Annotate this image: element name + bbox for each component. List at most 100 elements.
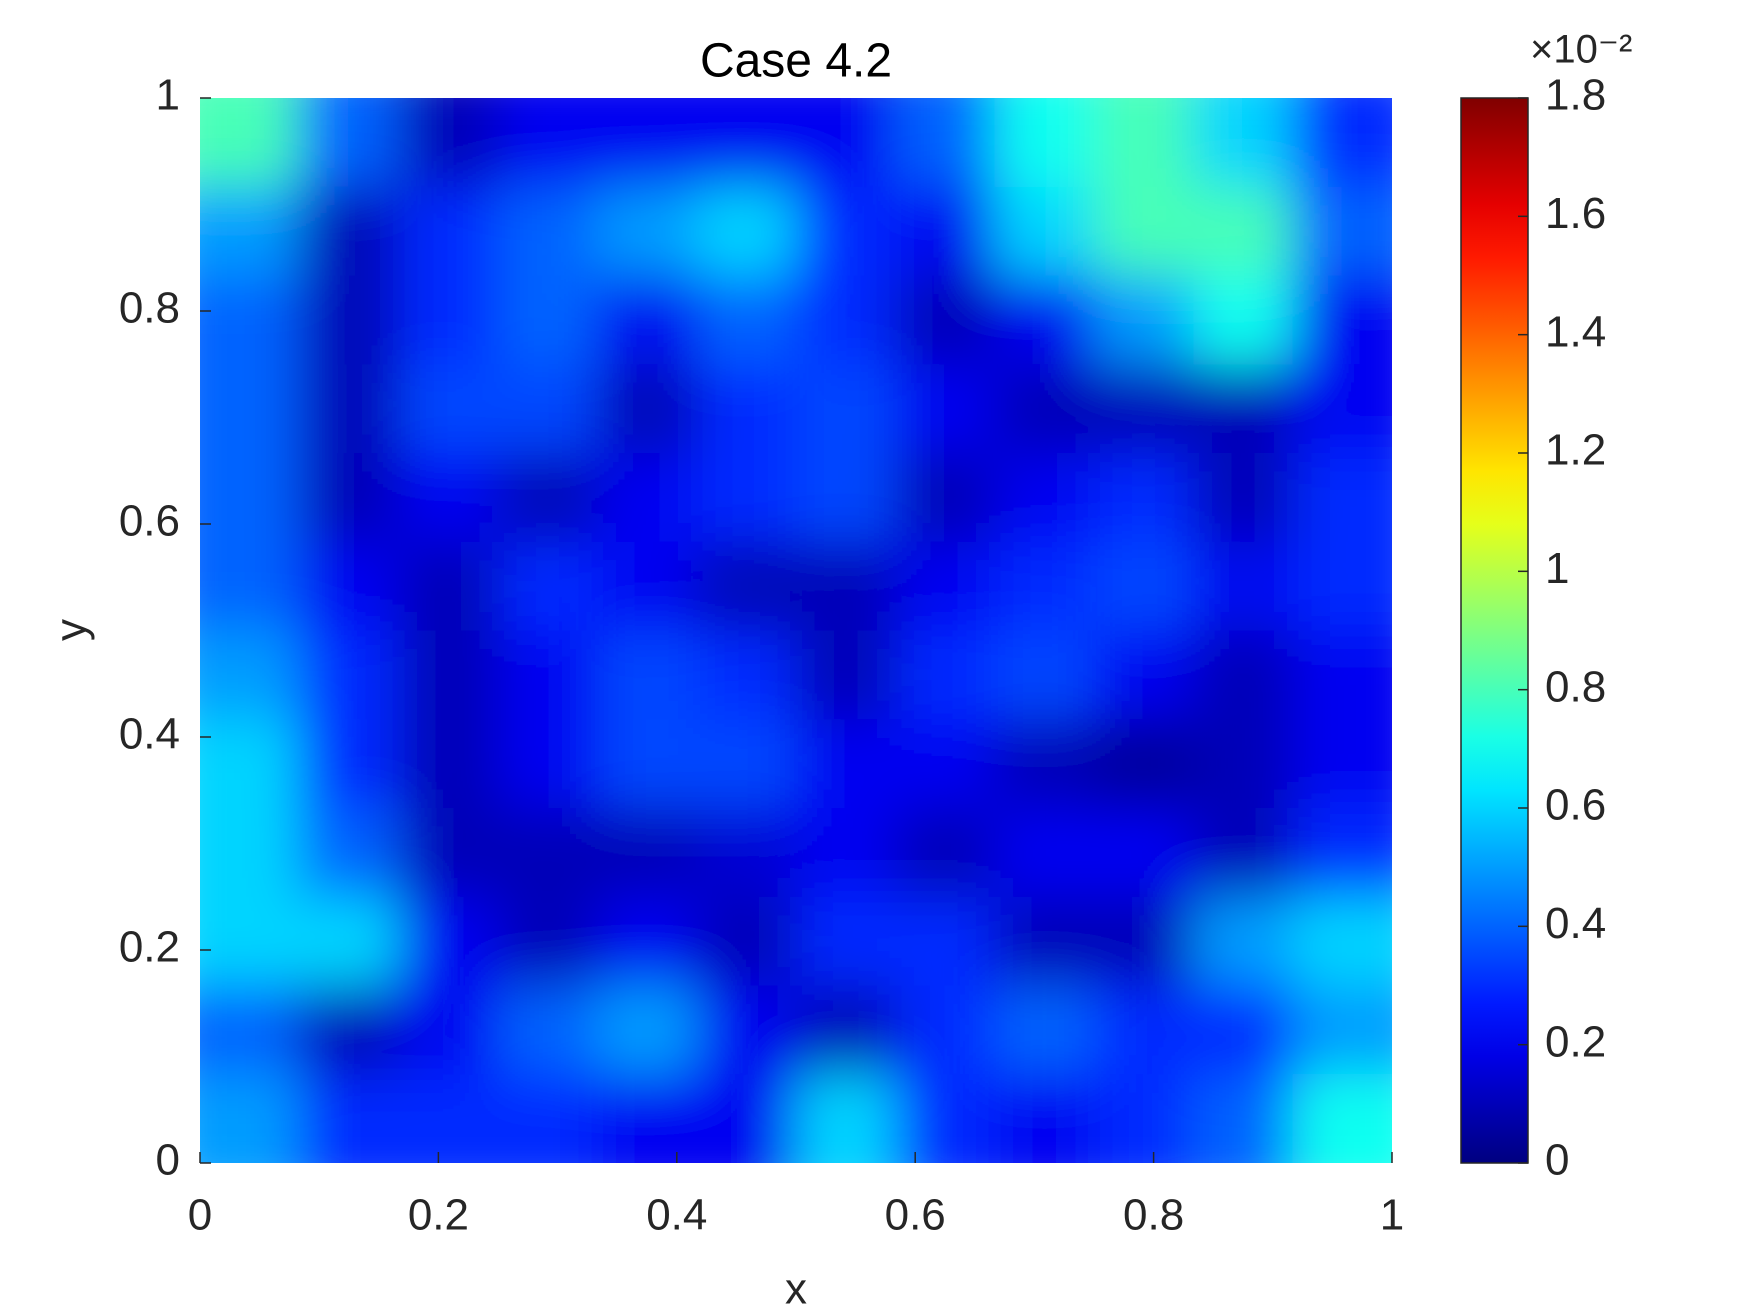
heatmap-cell <box>796 186 896 276</box>
heatmap-cell <box>597 186 698 276</box>
colorbar-tick-label: 0.4 <box>1545 899 1606 948</box>
heatmap-cell <box>398 1074 499 1163</box>
heatmap-cell <box>895 985 996 1075</box>
colorbar <box>1460 97 1529 1164</box>
x-tick-label: 0.2 <box>408 1191 469 1240</box>
heatmap-cell <box>1193 541 1294 631</box>
heatmap-cell <box>1292 1074 1392 1163</box>
heatmap-cell <box>994 98 1095 188</box>
heatmap-cell <box>1193 275 1294 365</box>
heatmap-cell <box>796 98 896 188</box>
heatmap-cell <box>299 275 400 365</box>
heatmap-cell <box>1094 453 1194 543</box>
heatmap-cell <box>299 985 400 1075</box>
heatmap-cell <box>994 541 1095 631</box>
heatmap-cell <box>1292 630 1392 720</box>
heatmap-cell <box>398 453 499 543</box>
y-tick-label: 0.6 <box>119 497 180 546</box>
heatmap-cell <box>498 1074 598 1163</box>
heatmap-cell <box>597 364 698 454</box>
heatmap-cell <box>498 808 598 898</box>
heatmap-cell <box>796 453 896 543</box>
heatmap-cell <box>895 1074 996 1163</box>
heatmap-cell <box>200 985 300 1075</box>
heatmap-cell <box>1094 541 1194 631</box>
heatmap-cell <box>299 364 400 454</box>
heatmap-cell <box>299 719 400 809</box>
heatmap-cell <box>696 541 797 631</box>
colorbar-tick-label: 0.8 <box>1545 662 1606 711</box>
heatmap-cell <box>200 186 300 276</box>
heatmap-cell <box>498 985 598 1075</box>
heatmap-cell <box>597 453 698 543</box>
heatmap-cell <box>597 808 698 898</box>
y-tick-label: 0.2 <box>119 923 180 972</box>
heatmap-cell <box>597 719 698 809</box>
heatmap-cell <box>796 719 896 809</box>
heatmap-cell <box>1292 186 1392 276</box>
heatmap-cell <box>895 630 996 720</box>
colorbar-tick-label: 1.6 <box>1545 189 1606 238</box>
heatmap-cell <box>1193 719 1294 809</box>
heatmap-cell <box>1292 453 1392 543</box>
heatmap-cell <box>994 630 1095 720</box>
colorbar-tick-label: 1.2 <box>1545 426 1606 475</box>
heatmap-cell <box>1193 98 1294 188</box>
heatmap-cell <box>696 1074 797 1163</box>
y-tick-label: 0.8 <box>119 284 180 333</box>
y-tick-label: 0 <box>156 1136 180 1185</box>
x-tick-label: 1 <box>1380 1191 1404 1240</box>
heatmap-cell <box>1094 364 1194 454</box>
heatmap-cell <box>597 630 698 720</box>
heatmap-cell <box>498 453 598 543</box>
heatmap-cell <box>696 630 797 720</box>
heatmap-cells <box>200 98 1392 1163</box>
heatmap-cell <box>597 275 698 365</box>
heatmap-cell <box>398 275 499 365</box>
y-axis-label: y <box>47 619 96 641</box>
heatmap-cell <box>597 1074 698 1163</box>
x-tick-label: 0.6 <box>885 1191 946 1240</box>
heatmap-cell <box>398 98 499 188</box>
heatmap-cell <box>200 541 300 631</box>
heatmap-cell <box>994 453 1095 543</box>
heatmap-cell <box>696 453 797 543</box>
heatmap-cell <box>597 896 698 986</box>
heatmap-cell <box>200 98 300 188</box>
heatmap-cell <box>1193 1074 1294 1163</box>
heatmap-cell <box>1292 541 1392 631</box>
heatmap-cell <box>696 896 797 986</box>
heatmap-cell <box>1292 275 1392 365</box>
heatmap-cell <box>895 896 996 986</box>
x-tick-label: 0 <box>188 1191 212 1240</box>
heatmap-cell <box>597 541 698 631</box>
heatmap-cell <box>498 186 598 276</box>
heatmap-cell <box>398 630 499 720</box>
heatmap-cell <box>696 808 797 898</box>
heatmap-cell <box>498 364 598 454</box>
heatmap-cell <box>994 896 1095 986</box>
heatmap-cell <box>696 98 797 188</box>
heatmap-cell <box>498 719 598 809</box>
heatmap-cell <box>299 98 400 188</box>
heatmap-cell <box>1193 985 1294 1075</box>
heatmap-cell <box>895 364 996 454</box>
heatmap-cell <box>994 275 1095 365</box>
heatmap-cell <box>200 719 300 809</box>
heatmap-cell <box>1292 896 1392 986</box>
chart-title: Case 4.2 <box>700 35 892 88</box>
heatmap-cell <box>696 364 797 454</box>
heatmap-cell <box>895 98 996 188</box>
heatmap-cell <box>1094 275 1194 365</box>
heatmap-cell <box>1292 985 1392 1075</box>
heatmap-cell <box>696 275 797 365</box>
colorbar-tick-label: 0.6 <box>1545 781 1606 830</box>
heatmap-cell <box>299 1074 400 1163</box>
heatmap-cell <box>1193 453 1294 543</box>
heatmap-cell <box>200 453 300 543</box>
heatmap-cell <box>1292 364 1392 454</box>
heatmap-cell <box>597 985 698 1075</box>
heatmap-cell <box>498 896 598 986</box>
